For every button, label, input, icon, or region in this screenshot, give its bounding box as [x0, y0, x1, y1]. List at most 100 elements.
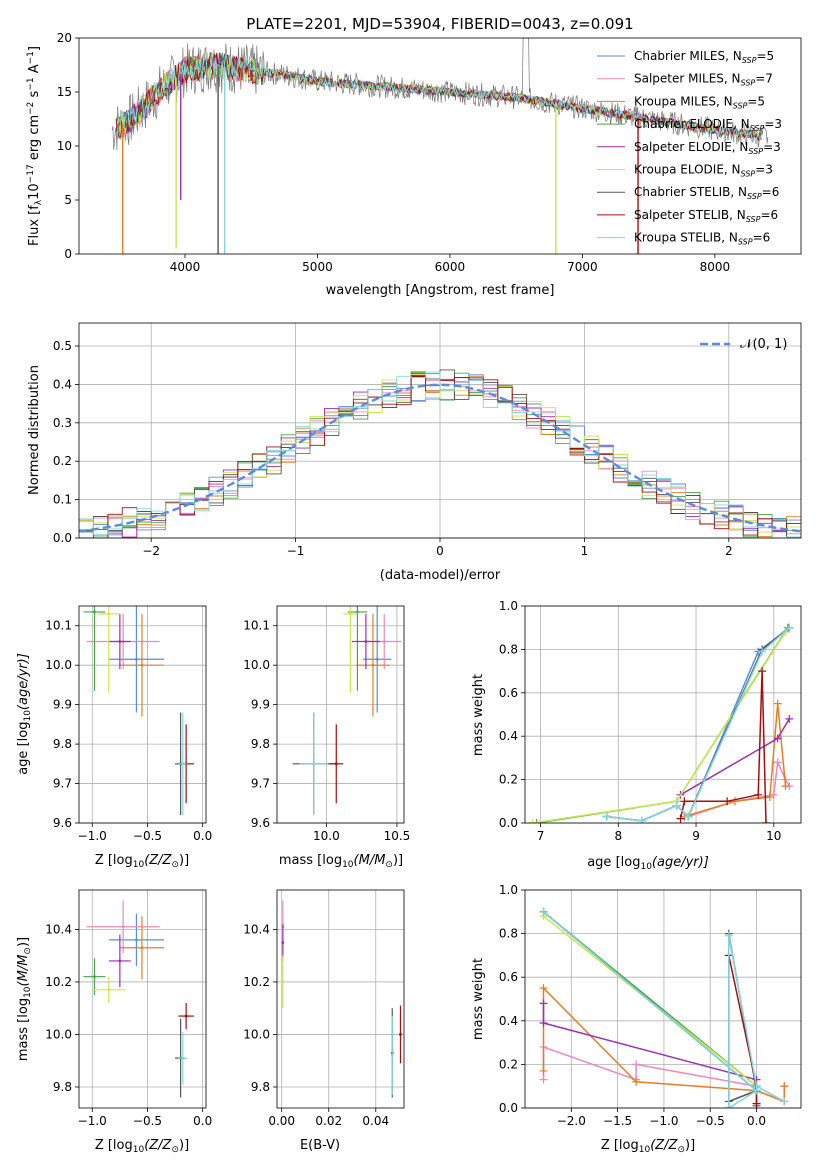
legend-n: =6	[753, 231, 771, 245]
series-chabrier_miles	[606, 627, 790, 822]
legend-label-chabrier_elodie: Chabrier ELODIE, NSSP=3	[634, 117, 782, 133]
age-mass-xlabel-sub2: ⊙	[385, 860, 393, 870]
spectrum-ylabel-tail: erg cm	[27, 115, 42, 164]
age-mass-xlabel-rest: (M/M	[354, 853, 386, 868]
y-tick-label: 10.0	[243, 658, 270, 672]
y-tick-label: 0.2	[53, 454, 72, 468]
x-tick-label: 0.0	[193, 829, 212, 843]
y-tick-label: 9.7	[251, 777, 270, 791]
marker-kroupa_miles	[765, 792, 774, 801]
legend-n: =3	[763, 140, 781, 154]
w-z-xlabel-rest: (Z/Z	[650, 1138, 678, 1153]
residuals-legend-label: 𝒩(0, 1)	[740, 337, 787, 352]
marker-salpeter_stelib	[680, 797, 689, 806]
age-mass-xlabel-sub: 10	[342, 860, 354, 870]
x-tick-label: 2	[725, 544, 733, 558]
x-tick-label: 7000	[567, 260, 598, 274]
w-z-xlabel-sub2: ⊙	[677, 1145, 685, 1155]
legend-label-chabrier_miles: Chabrier MILES, NSSP=5	[634, 49, 774, 65]
mass-z-xlabel-end: )]	[179, 1138, 189, 1153]
marker-kroupa_stelib	[602, 812, 611, 821]
point-salpeter_elodie	[364, 640, 368, 643]
marker-salpeter_stelib	[754, 790, 763, 799]
axes-frame	[78, 37, 802, 255]
weight-vs-metallicity-panel: −2.0 −1.5 −1.0 −0.5 0.0 0.0 0.2 0.4 0.6 0.8 1.0	[499, 883, 802, 1128]
legend-label-salpeter_stelib: Salpeter STELIB, NSSP=6	[634, 208, 778, 224]
y-tick-label: 0.4	[53, 377, 72, 391]
x-tick-label: −1	[287, 544, 305, 558]
legend-label-kroupa_elodie: Kroupa ELODIE, NSSP=3	[634, 163, 773, 179]
age-z-ylabel-rest: (age/yr)]	[16, 653, 31, 710]
marker-salpeter_stelib	[676, 814, 685, 823]
marker-kroupa_miles	[773, 699, 782, 708]
plot-layer	[281, 900, 402, 1098]
y-tick-label: 0.6	[499, 970, 518, 984]
spectrum-ylabel-tail2: s	[27, 90, 42, 101]
series-kroupa_stelib	[543, 911, 785, 1108]
legend-n: =6	[762, 185, 780, 199]
w-age-xlabel: age [log10(age/yr)]	[587, 855, 709, 872]
mass-vs-metallicity-panel: −1.0 −0.5 0.0 9.8 10.0 10.2 10.4	[45, 889, 212, 1128]
legend-n: =6	[760, 208, 778, 222]
legend-n: =5	[756, 49, 774, 63]
point-chabrier_miles	[375, 657, 379, 661]
x-tick-label: −2	[142, 544, 160, 558]
marker-kroupa_miles	[780, 1082, 789, 1091]
point-chabrier_elodie	[93, 610, 96, 614]
y-tick-label: 0.4	[499, 1014, 518, 1028]
plot-layer	[111, 38, 769, 254]
legend-text: Kroupa ELODIE, N	[634, 163, 741, 177]
marker-kroupa_stelib	[785, 623, 794, 632]
w-z-xlabel-end: )]	[685, 1138, 695, 1153]
point-kroupa_stelib	[390, 1054, 394, 1057]
y-tick-label: 0.0	[53, 531, 72, 545]
y-tick-label: 0.6	[499, 686, 518, 700]
x-tick-label: 10.5	[384, 829, 411, 843]
x-tick-label: 0.04	[362, 1114, 389, 1128]
x-tick-label: 8	[614, 829, 622, 843]
y-tick-label: 0.0	[499, 816, 518, 830]
point-salpeter_miles	[382, 640, 386, 643]
y-tick-label: 0.5	[53, 339, 72, 353]
mass-z-ylabel-a: mass [log	[16, 998, 31, 1061]
marker-kroupa_miles	[781, 782, 790, 791]
legend-sub: SSP	[741, 170, 756, 179]
age-mass-xlabel-a: mass [log	[279, 853, 342, 868]
plot-layer	[292, 606, 402, 816]
y-tick-label: 0.8	[499, 927, 518, 941]
spectrum-ylabel-sup: −17	[26, 164, 36, 183]
marker-kroupa_stelib	[724, 931, 733, 940]
x-tick-label: 1	[581, 544, 589, 558]
x-tick-label: 8000	[700, 260, 731, 274]
legend-n: =7	[755, 72, 773, 86]
legend-n: =3	[755, 163, 773, 177]
w-z-ylabel: mass weight	[471, 958, 486, 1040]
spectrum-ylabel-sup2: −2	[26, 102, 36, 115]
y-tick-label: 10.2	[45, 975, 72, 989]
marker-kroupa_stelib	[758, 647, 767, 656]
legend-n: =5	[747, 94, 765, 108]
spectrum-ylabel-sup3: −1	[26, 77, 36, 90]
y-tick-label: 10.1	[243, 619, 270, 633]
x-tick-label: −2.0	[557, 1114, 586, 1128]
series-salpeter_stelib	[679, 671, 767, 823]
axes-frame	[78, 322, 802, 539]
x-tick-label: −1.0	[78, 829, 107, 843]
mass-vs-ebv-panel: 0.00 0.02 0.04 9.8 10.0 10.2 10.4	[243, 889, 405, 1128]
y-tick-label: 9.8	[53, 1080, 72, 1094]
marker-kroupa_stelib	[637, 816, 646, 823]
spectrum-xlabel: wavelength [Angstrom, rest frame]	[326, 283, 555, 298]
axes-frame	[276, 605, 405, 824]
marker-salpeter_miles	[632, 1060, 641, 1069]
marker-kroupa_miles	[730, 797, 739, 806]
weight-vs-age-panel: 7 8 9 10 0.0 0.2 0.4 0.6 0.8 1.0	[499, 599, 802, 843]
x-tick-label: 4000	[170, 260, 201, 274]
residuals-plot-area: −2 −1 0 1 2 0.0 0.1 0.2 0.3 0.4 0.5	[53, 322, 802, 558]
y-tick-label: 10	[57, 139, 72, 153]
y-tick-label: 0.2	[499, 773, 518, 787]
legend-text: Kroupa MILES, N	[634, 94, 733, 108]
mass-z-xlabel-rest: (Z/Z	[144, 1138, 172, 1153]
spectrum-plot-area: 4000 5000 6000 7000 8000 0 5 10 15 20 Chabrier MIL…	[57, 31, 802, 274]
mass-z-xlabel: Z [log10(Z/Z⊙)]	[95, 1138, 189, 1155]
